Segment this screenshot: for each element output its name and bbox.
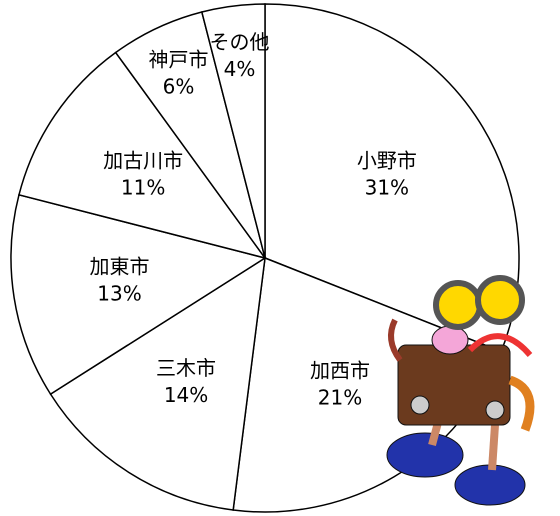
arm	[388, 318, 403, 362]
foot	[386, 432, 464, 478]
leg	[488, 424, 499, 471]
slice-value-label: 6%	[163, 75, 195, 99]
slice-label: 小野市	[357, 149, 417, 173]
slice-label: 神戸市	[148, 48, 208, 72]
pie-slice	[200, 3, 266, 259]
slice-label: 加西市	[310, 358, 370, 382]
brain	[431, 325, 469, 355]
pie: 小野市 31% 加西市 21% 三木市 14% 加東市 13% 加古川市 11% 神戸市 6% その他 4…	[10, 3, 520, 513]
slice-value-label: 13%	[97, 282, 141, 306]
slice-value-label: 14%	[164, 383, 208, 407]
slice-value-label: 31%	[365, 176, 409, 200]
slice-label: 三木市	[156, 356, 216, 380]
slice-value-label: 21%	[318, 385, 362, 409]
pie-slice	[49, 256, 266, 511]
slice-label: 加東市	[89, 255, 149, 279]
eye	[475, 275, 525, 325]
mascot-illustration	[386, 275, 535, 506]
foot	[454, 464, 526, 506]
slice-label: その他	[210, 30, 270, 54]
rainbow	[467, 333, 533, 358]
pie-slice	[18, 51, 267, 260]
slice-value-label: 4%	[224, 57, 256, 81]
slice-label: 加古川市	[103, 149, 183, 173]
pie-slice	[10, 193, 267, 396]
bolt	[485, 400, 505, 420]
slice-value-label: 11%	[121, 176, 165, 200]
eye	[433, 280, 483, 330]
bolt	[410, 395, 430, 415]
arm	[508, 375, 535, 432]
